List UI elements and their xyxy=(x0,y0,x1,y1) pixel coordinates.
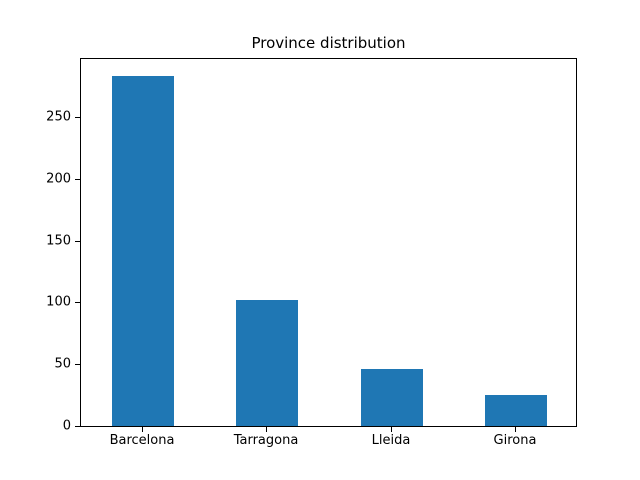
x-tick-label-lleida: Lleida xyxy=(371,433,411,448)
x-tick-label-tarragona: Tarragona xyxy=(233,433,299,448)
y-tick-label-150: 150 xyxy=(46,233,71,249)
y-tick-mark xyxy=(75,364,80,365)
y-tick-mark xyxy=(75,117,80,118)
y-tick-mark xyxy=(75,179,80,180)
x-tick-label-girona: Girona xyxy=(493,433,537,448)
y-tick-label-50: 50 xyxy=(54,356,71,372)
y-tick-label-250: 250 xyxy=(46,109,71,125)
x-tick-mark xyxy=(515,427,516,432)
bar-tarragona xyxy=(236,300,299,426)
plot-area xyxy=(80,58,577,427)
bar-lleida xyxy=(360,369,423,426)
x-tick-mark xyxy=(391,427,392,432)
y-tick-label-100: 100 xyxy=(46,294,71,310)
bar-barcelona xyxy=(112,76,175,426)
y-tick-label-200: 200 xyxy=(46,171,71,187)
y-tick-label-0: 0 xyxy=(62,418,71,434)
y-tick-mark xyxy=(75,302,80,303)
y-tick-mark xyxy=(75,426,80,427)
y-tick-mark xyxy=(75,241,80,242)
x-tick-mark xyxy=(142,427,143,432)
chart-title: Province distribution xyxy=(251,34,406,52)
x-tick-label-barcelona: Barcelona xyxy=(109,433,175,448)
x-tick-mark xyxy=(266,427,267,432)
bar-girona xyxy=(484,395,547,426)
